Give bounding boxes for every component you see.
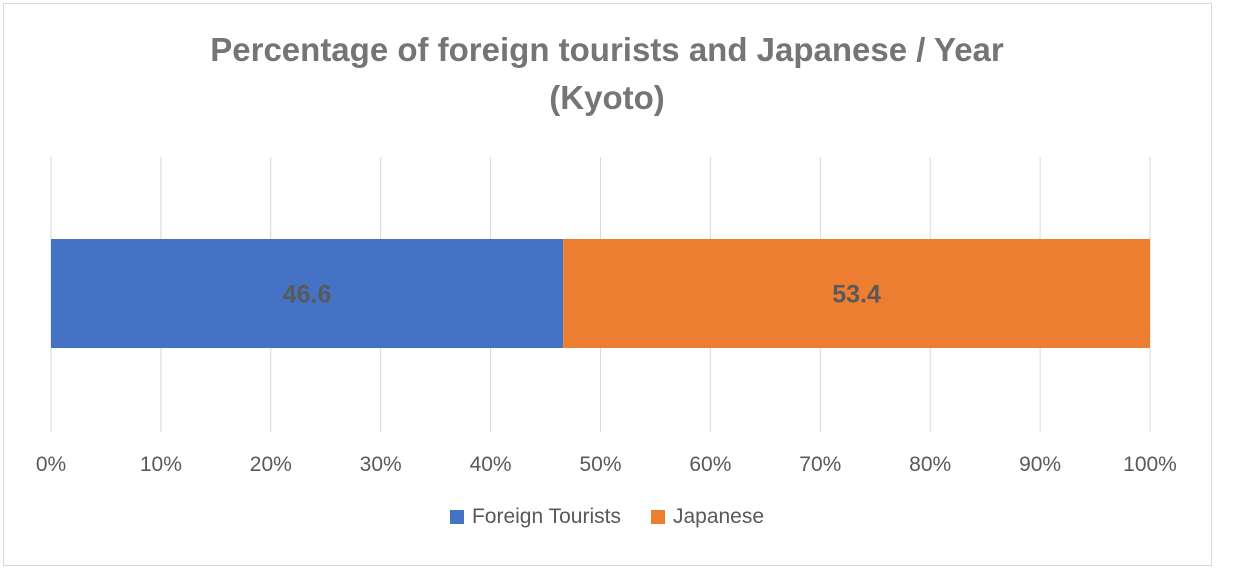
x-tick-label: 100% [1123,453,1177,476]
data-labels: 46.6 53.4 [283,281,881,309]
legend-swatch-foreign-tourists [449,510,464,524]
x-tick-label: 90% [1019,453,1061,476]
legend-item-japanese[interactable]: Japanese [650,505,765,529]
x-tick-label: 30% [360,453,402,476]
x-tick-label: 10% [140,453,182,476]
chart-title-block: Percentage of foreign tourists and Japan… [0,26,1214,122]
bars [51,239,1150,348]
x-tick-label: 20% [250,453,292,476]
x-tick-label: 80% [909,453,951,476]
bar-segment-japanese[interactable] [563,239,1150,348]
legend-swatch-japanese [650,510,665,524]
data-label: 46.6 [283,281,332,309]
legend-label-japanese: Japanese [672,505,765,528]
chart-title: Percentage of foreign tourists and Japan… [210,31,1004,68]
x-tick-label: 0% [36,453,66,476]
x-tick-label: 40% [470,453,512,476]
x-tick-label: 60% [689,453,731,476]
x-axis-ticks: 0% 10% 20% 30% 40% 50% 60% 70% 80% 90% 100% [36,453,1177,476]
legend-label-foreign-tourists: Foreign Tourists [471,505,621,528]
x-tick-label: 70% [799,453,841,476]
x-tick-label: 50% [579,453,621,476]
data-label: 53.4 [832,281,881,309]
legend: Foreign Tourists Japanese [0,505,1214,529]
legend-item-foreign-tourists[interactable]: Foreign Tourists [449,505,621,529]
chart-subtitle: (Kyoto) [549,79,665,116]
bar-segment-foreign-tourists[interactable] [51,239,564,348]
